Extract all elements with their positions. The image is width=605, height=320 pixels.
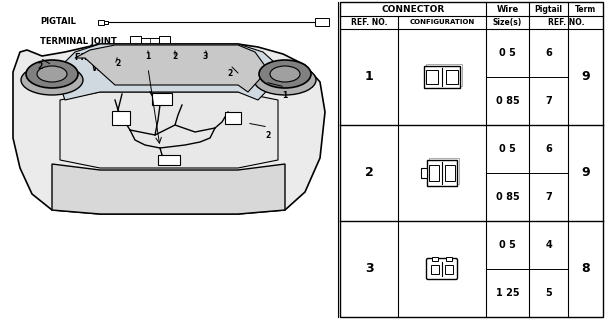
Bar [152,93,172,105]
Bar [225,112,241,124]
Text: 6: 6 [545,144,552,154]
Bar [130,36,141,46]
Text: 1: 1 [283,91,287,100]
Text: 0 85: 0 85 [495,192,519,202]
Bar [104,20,108,23]
FancyBboxPatch shape [427,259,457,279]
Bar [141,37,159,44]
Text: Pigtail: Pigtail [534,4,563,13]
Text: TERMINAL JOINT: TERMINAL JOINT [40,36,117,45]
Text: 5: 5 [545,288,552,298]
Text: 9: 9 [581,166,590,180]
Bar [98,20,104,25]
Text: 2: 2 [266,131,270,140]
Bar [432,257,438,261]
Text: REF. NO.: REF. NO. [548,18,584,27]
Text: PIGTAIL: PIGTAIL [40,18,76,27]
Text: 0 5: 0 5 [499,144,516,154]
Ellipse shape [270,66,300,82]
Bar [340,2,603,317]
Polygon shape [13,44,325,214]
Text: FRONT COMPARTMENT
WIRE HARNESS: FRONT COMPARTMENT WIRE HARNESS [74,52,182,73]
Polygon shape [55,44,285,100]
Text: Wire: Wire [496,4,518,13]
Bar [446,70,458,84]
Text: 8: 8 [581,262,590,276]
Text: 2: 2 [365,166,373,180]
Bar [421,168,427,178]
Text: 4: 4 [545,240,552,250]
Ellipse shape [37,66,67,82]
Bar [445,265,454,274]
Text: 2: 2 [116,59,120,68]
Text: 2: 2 [38,62,42,71]
Text: 1 25: 1 25 [495,288,519,298]
Bar [315,18,329,26]
Text: REF. NO.: REF. NO. [351,18,387,27]
Text: 0 5: 0 5 [499,240,516,250]
Polygon shape [52,164,285,214]
Text: 1: 1 [365,70,373,84]
Text: 3: 3 [365,262,373,276]
Bar [159,36,170,46]
Bar [445,165,456,180]
Bar [426,70,439,84]
Bar [158,155,180,165]
Text: 0 5: 0 5 [499,48,516,58]
Bar [431,265,439,274]
Bar [340,2,603,317]
Ellipse shape [259,60,311,88]
Text: 3: 3 [203,52,208,61]
Bar [424,66,460,88]
Text: 1: 1 [145,52,151,61]
Ellipse shape [21,65,83,95]
Ellipse shape [26,60,78,88]
Text: CONFIGURATION: CONFIGURATION [410,20,475,26]
Bar [0,0,337,320]
Bar [429,158,459,184]
Bar [446,257,452,261]
Polygon shape [75,45,268,92]
Text: 9: 9 [581,70,590,84]
Bar [427,160,457,186]
Text: 2: 2 [172,52,178,61]
Text: 7: 7 [545,96,552,106]
Text: 0 85: 0 85 [495,96,519,106]
Ellipse shape [254,65,316,95]
Text: 6: 6 [545,48,552,58]
Bar [112,111,130,125]
Text: CONNECTOR: CONNECTOR [381,4,445,13]
Bar [426,64,462,86]
Text: 7: 7 [545,192,552,202]
Bar [429,165,439,180]
Text: Size(s): Size(s) [493,18,522,27]
Text: Term: Term [575,4,596,13]
Polygon shape [60,92,278,168]
Text: 2: 2 [227,69,233,78]
